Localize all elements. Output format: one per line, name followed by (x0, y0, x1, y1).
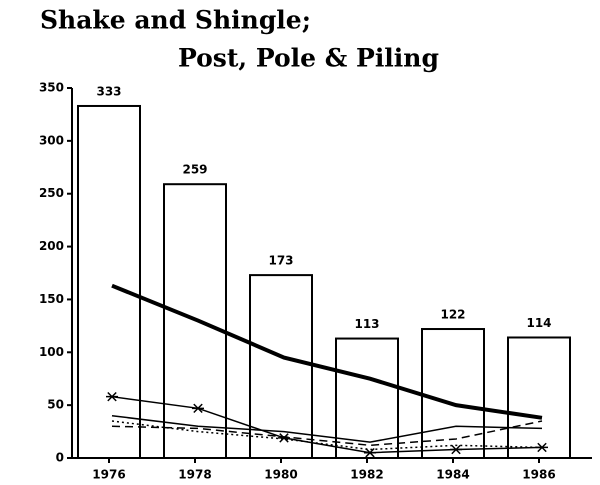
asterisk-marker (450, 444, 462, 455)
x-tick-label: 1982 (350, 468, 383, 482)
line (111, 414, 543, 443)
line (111, 283, 543, 420)
data-label: 333 (96, 84, 121, 98)
data-label: 259 (182, 163, 207, 177)
data-label: 122 (440, 308, 465, 322)
bar (249, 274, 313, 459)
y-tick-label: 350 (39, 81, 64, 95)
y-tick-label: 200 (39, 239, 64, 253)
x-tick-label: 1980 (264, 468, 297, 482)
y-tick-label: 150 (39, 292, 64, 306)
y-tick-label: 50 (47, 398, 64, 412)
x-tick-label: 1976 (92, 468, 125, 482)
bar (421, 328, 485, 459)
line (111, 395, 543, 454)
chart-title: Shake and Shingle; (40, 6, 311, 35)
asterisk-marker (536, 442, 548, 453)
y-tick-label: 300 (39, 133, 64, 147)
bar (335, 337, 399, 459)
x-tick-label: 1978 (178, 468, 211, 482)
asterisk-marker (192, 403, 204, 414)
data-label: 173 (268, 254, 293, 268)
data-label: 113 (354, 317, 379, 331)
y-tick-label: 0 (56, 451, 64, 465)
x-tick-label: 1986 (522, 468, 555, 482)
y-tick-label: 100 (39, 345, 64, 359)
y-tick-label: 250 (39, 186, 64, 200)
bar (77, 104, 141, 459)
data-label: 114 (526, 316, 551, 330)
chart-title: Post, Pole & Piling (178, 44, 439, 73)
line (111, 420, 543, 451)
x-tick-label: 1984 (436, 468, 469, 482)
line (111, 420, 543, 447)
asterisk-marker (106, 391, 118, 402)
bar (507, 336, 571, 459)
